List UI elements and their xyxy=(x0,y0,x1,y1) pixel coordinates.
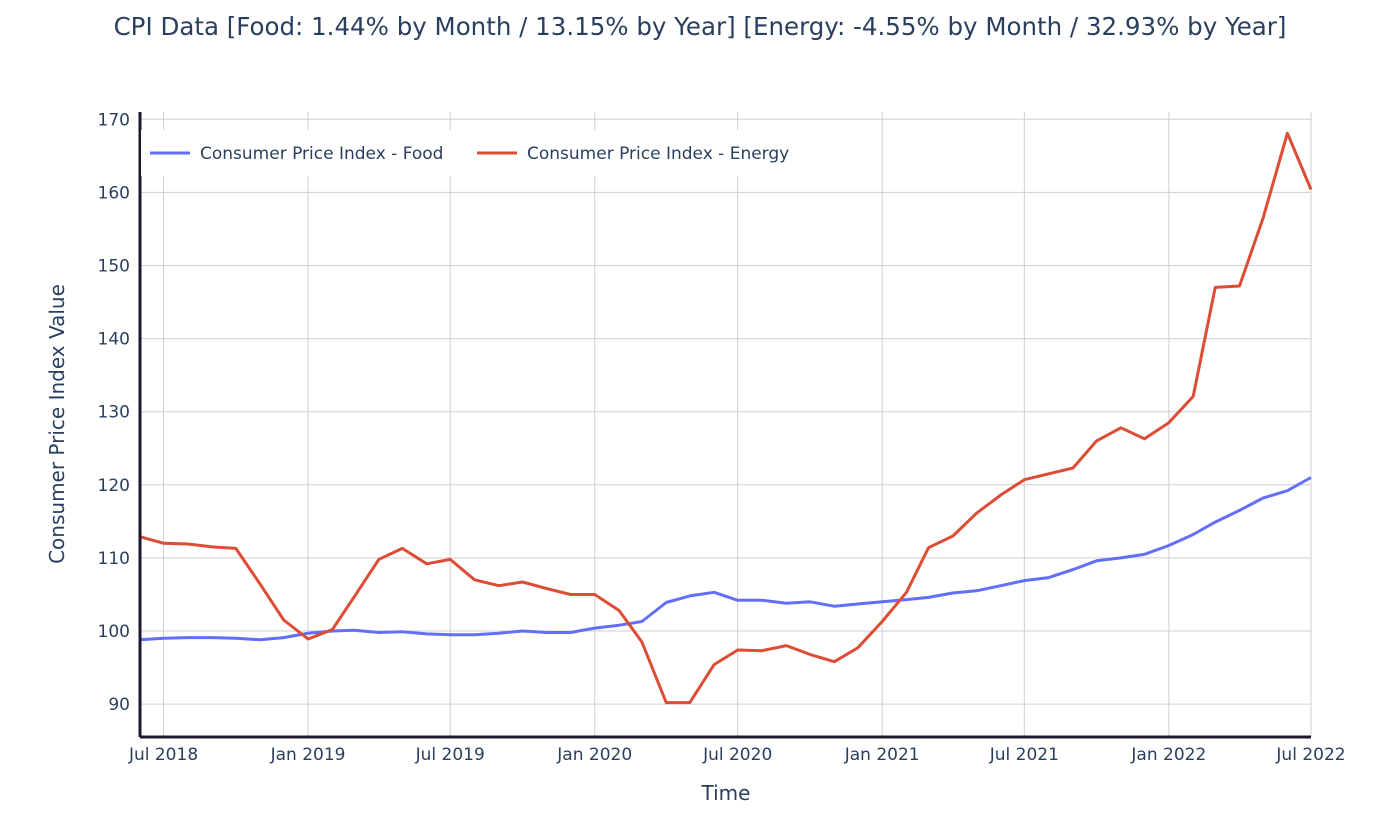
x-tick-label-7: Jan 2022 xyxy=(1130,745,1206,765)
y-tick-label-90: 90 xyxy=(108,695,130,715)
axes-layer xyxy=(138,112,1311,739)
x-tick-label-2: Jul 2019 xyxy=(415,745,485,765)
x-tick-label-5: Jan 2021 xyxy=(844,745,920,765)
x-tick-label-6: Jul 2021 xyxy=(989,745,1059,765)
legend: Consumer Price Index - Food Consumer Pri… xyxy=(141,130,821,176)
grid-layer xyxy=(140,112,1312,737)
x-tick-label-0: Jul 2018 xyxy=(128,745,198,765)
ticks-layer: 90 100 110 120 130 140 150 160 170 Jul 2018 Jan 20… xyxy=(98,110,1346,765)
y-tick-label-170: 170 xyxy=(98,110,130,130)
x-tick-label-4: Jul 2020 xyxy=(702,745,772,765)
y-tick-label-110: 110 xyxy=(98,549,130,569)
chart-title: CPI Data [Food: 1.44% by Month / 13.15% … xyxy=(113,12,1287,41)
legend-label-energy[interactable]: Consumer Price Index - Energy xyxy=(527,144,789,164)
series-line-food[interactable] xyxy=(139,476,1312,642)
y-tick-label-130: 130 xyxy=(98,403,130,423)
y-tick-label-150: 150 xyxy=(98,257,130,277)
y-tick-label-160: 160 xyxy=(98,183,130,203)
x-tick-label-1: Jan 2019 xyxy=(270,745,346,765)
y-tick-label-140: 140 xyxy=(98,330,130,350)
y-tick-label-100: 100 xyxy=(98,622,130,642)
x-axis-title: Time xyxy=(701,781,751,805)
x-tick-label-3: Jan 2020 xyxy=(556,745,632,765)
lines-layer xyxy=(139,131,1313,705)
y-tick-label-120: 120 xyxy=(98,476,130,496)
y-axis-title: Consumer Price Index Value xyxy=(45,284,69,564)
x-tick-label-8: Jul 2022 xyxy=(1275,745,1345,765)
legend-label-food[interactable]: Consumer Price Index - Food xyxy=(200,144,443,164)
series-line-energy[interactable] xyxy=(139,131,1313,705)
